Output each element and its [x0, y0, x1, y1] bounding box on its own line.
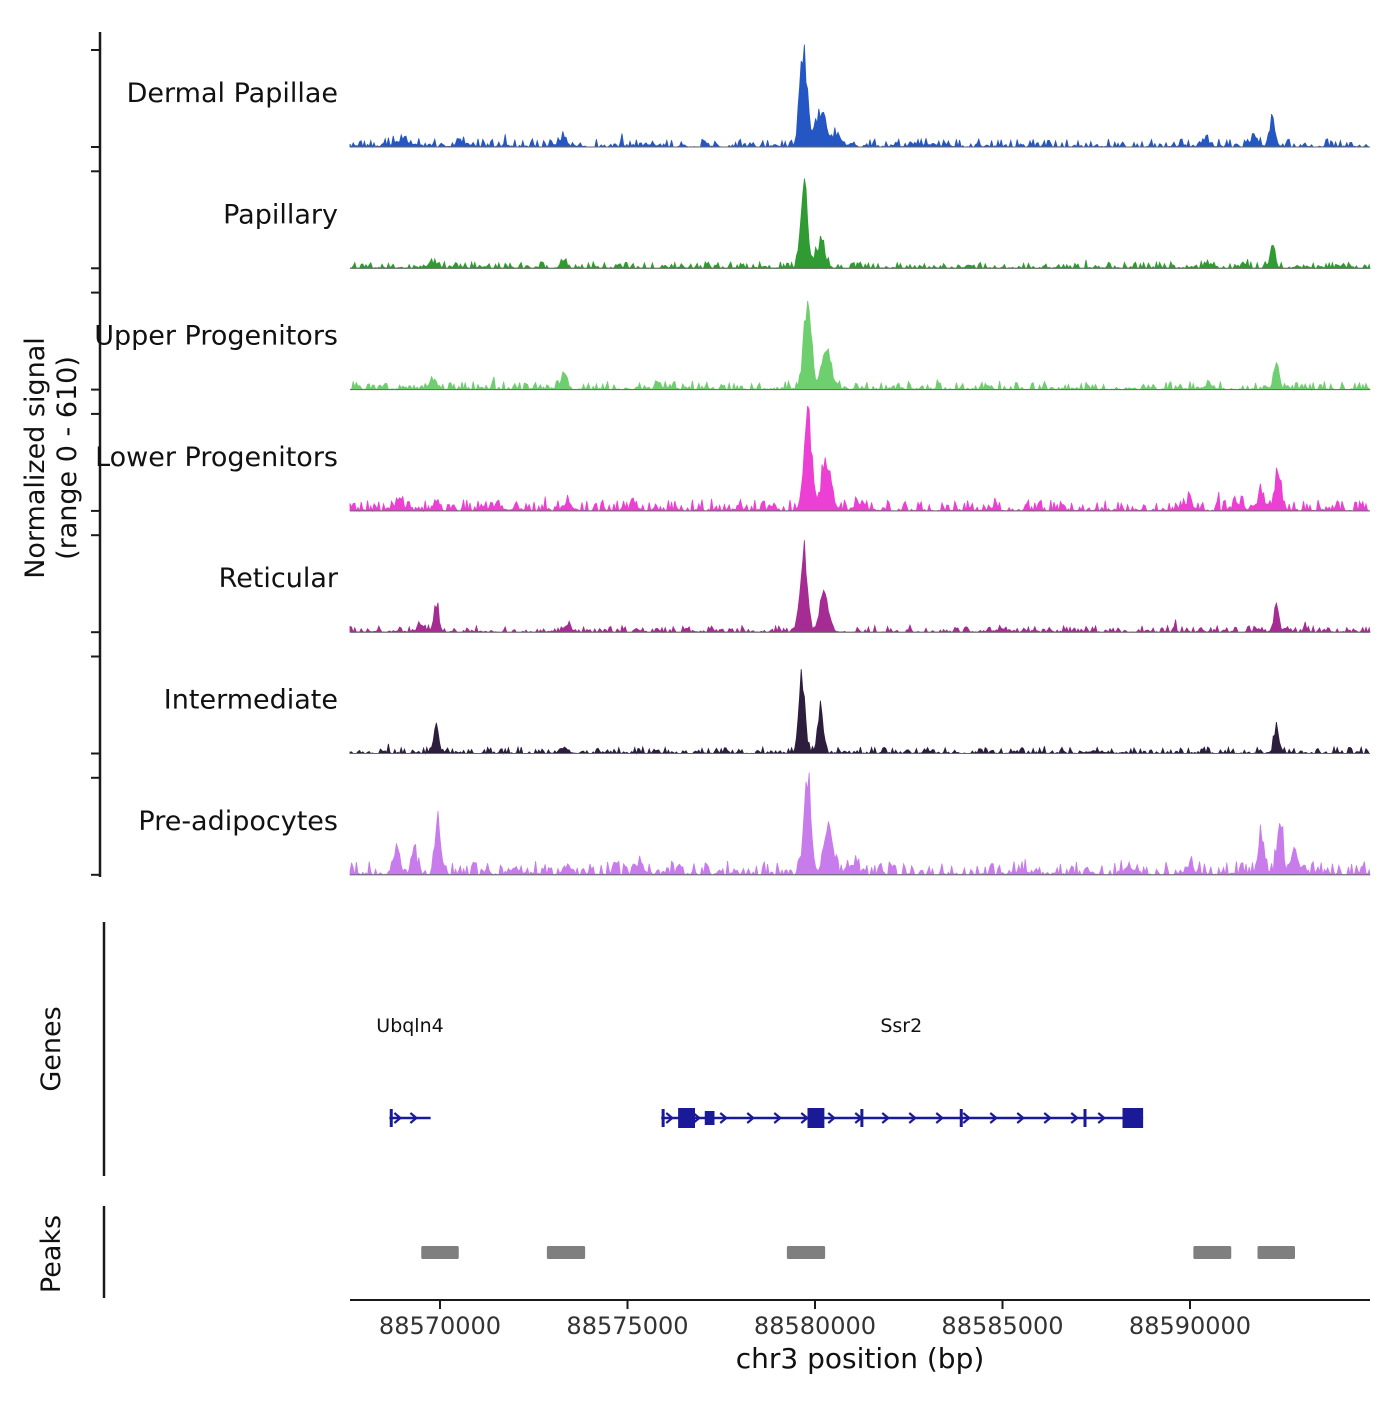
strand-arrow-icon — [1016, 1112, 1025, 1124]
x-tick-label: 88585000 — [941, 1312, 1063, 1340]
x-tick-label: 88580000 — [754, 1312, 876, 1340]
peaks-section-label: Peaks — [36, 1215, 67, 1293]
gene-exon — [807, 1108, 825, 1128]
strand-arrow-icon — [935, 1112, 944, 1124]
track-area-lower-progenitors — [349, 405, 1371, 513]
strand-arrow-icon — [989, 1112, 998, 1124]
track-label-pre-adipocytes: Pre-adipocytes — [138, 806, 338, 837]
strand-arrow-icon — [665, 1112, 674, 1124]
track-label-lower-progenitors: Lower Progenitors — [95, 442, 338, 473]
x-tick-label: 88590000 — [1129, 1312, 1251, 1340]
strand-arrow-icon — [1070, 1112, 1079, 1124]
gene-exon — [1122, 1108, 1144, 1128]
track-label-intermediate: Intermediate — [164, 685, 338, 716]
strand-arrow-icon — [393, 1112, 403, 1124]
gene-label-ubqln4: Ubqln4 — [376, 1015, 443, 1037]
track-area-dermal-papillae — [349, 44, 1370, 149]
gene-exon — [704, 1111, 715, 1125]
strand-arrow-icon — [1097, 1112, 1106, 1124]
track-label-papillary: Papillary — [223, 199, 338, 230]
peak-region-box — [421, 1246, 459, 1259]
gene-label-ssr2: Ssr2 — [880, 1015, 922, 1037]
y-axis-label-line1: Normalized signal — [20, 337, 51, 579]
track-area-reticular — [349, 540, 1371, 634]
track-label-upper-progenitors: Upper Progenitors — [94, 321, 338, 352]
peak-region-box — [1193, 1246, 1232, 1259]
x-tick-label: 88575000 — [566, 1312, 688, 1340]
peak-region-box — [786, 1246, 826, 1259]
genes-section-label: Genes — [36, 1006, 67, 1091]
track-area-upper-progenitors — [349, 300, 1371, 392]
strand-arrow-icon — [962, 1112, 971, 1124]
strand-arrow-icon — [800, 1112, 809, 1124]
strand-arrow-icon — [908, 1112, 917, 1124]
strand-arrow-icon — [1043, 1112, 1052, 1124]
strand-arrow-icon — [746, 1112, 755, 1124]
peak-region-box — [546, 1246, 586, 1259]
track-label-reticular: Reticular — [219, 563, 339, 594]
strand-arrow-icon — [773, 1112, 782, 1124]
track-area-intermediate — [349, 669, 1370, 755]
strand-arrow-icon — [881, 1112, 890, 1124]
y-axis-label-line2: (range 0 - 610) — [52, 356, 83, 560]
strand-arrow-icon — [719, 1112, 728, 1124]
strand-arrow-icon — [692, 1112, 701, 1124]
track-area-papillary — [349, 178, 1371, 270]
x-axis-title: chr3 position (bp) — [736, 1342, 985, 1375]
gene-exon — [678, 1108, 695, 1128]
strand-arrow-icon — [409, 1112, 419, 1124]
track-label-dermal-papillae: Dermal Papillae — [127, 78, 338, 109]
strand-arrow-icon — [827, 1112, 836, 1124]
peak-region-box — [1257, 1246, 1295, 1259]
x-tick-label: 88570000 — [379, 1312, 501, 1340]
track-area-pre-adipocytes — [349, 772, 1371, 877]
